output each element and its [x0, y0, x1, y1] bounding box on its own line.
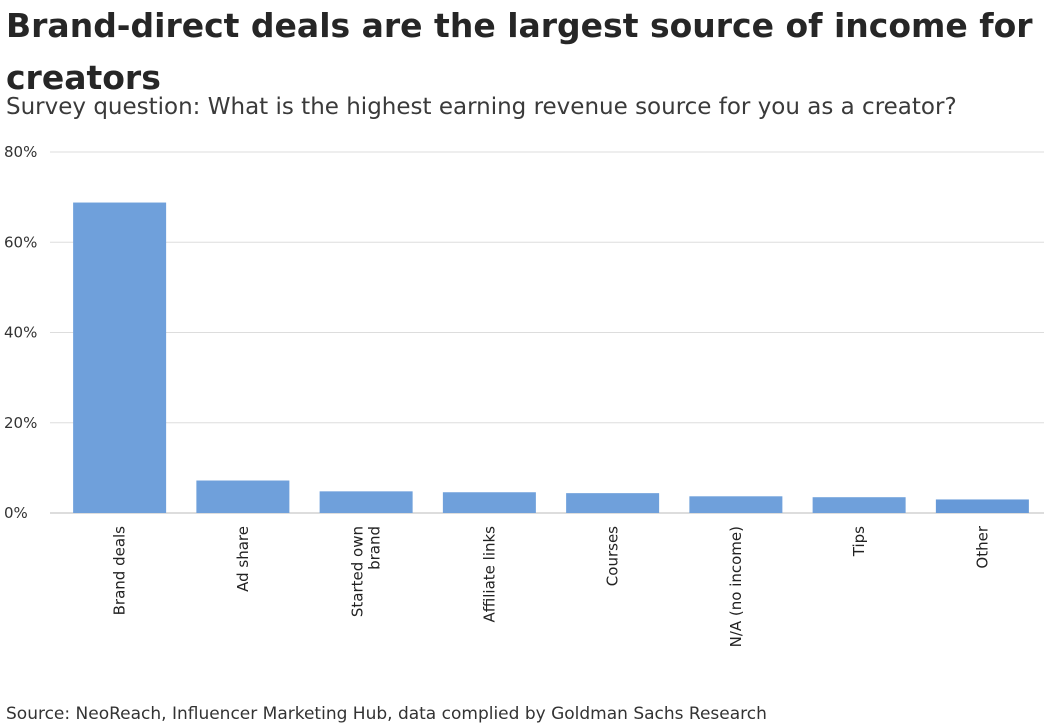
bar [566, 493, 660, 513]
bar [319, 491, 413, 513]
y-tick-label: 20% [4, 414, 37, 432]
x-tick-label: Started own brand [349, 526, 384, 617]
x-tick-label: Other [973, 525, 991, 568]
x-tick-label: Tips [850, 526, 868, 557]
x-tick-label-line: N/A (no income) [727, 526, 745, 647]
x-tick-label-line: Other [973, 525, 991, 568]
x-tick-label: Affiliate links [480, 526, 498, 623]
x-axis-labels: Brand deals Ad share Started own brand Affil… [111, 525, 992, 647]
x-tick-label-line: Courses [604, 526, 622, 586]
y-tick-label: 80% [4, 143, 37, 161]
x-tick-label-line: Brand deals [111, 526, 129, 616]
x-tick-label-line: Tips [850, 526, 868, 557]
bar [689, 496, 783, 513]
chart-title-line-1: Brand-direct deals are the largest sourc… [6, 6, 1033, 45]
bar [73, 202, 167, 514]
y-tick-label: 40% [4, 324, 37, 342]
x-tick-label: Brand deals [111, 526, 129, 616]
bars [73, 202, 1029, 514]
chart-subtitle: Survey question: What is the highest ear… [6, 94, 957, 120]
bar [196, 480, 290, 513]
x-tick-label: N/A (no income) [727, 526, 745, 647]
gridlines [50, 151, 1044, 514]
bar [935, 499, 1029, 513]
y-tick-label: 60% [4, 233, 37, 251]
x-tick-label: Courses [604, 526, 622, 586]
x-tick-label-line: Started own [349, 526, 367, 617]
y-axis-ticks: 0% 20% 40% 60% 80% [4, 143, 37, 522]
y-tick-label: 0% [4, 504, 28, 522]
x-tick-label-line: Ad share [234, 526, 252, 592]
chart-title-line-2: creators [6, 58, 161, 97]
bar [812, 497, 906, 513]
bar-chart: 0% 20% 40% 60% 80% Brand deals Ad share Starte… [4, 143, 1044, 647]
source-note: Source: NeoReach, Influencer Marketing H… [6, 704, 767, 724]
chart-title: Brand-direct deals are the largest sourc… [6, 0, 1036, 104]
x-tick-label-line: brand [366, 526, 384, 570]
x-tick-label: Ad share [234, 526, 252, 592]
bar [442, 492, 536, 513]
x-tick-label-line: Affiliate links [480, 526, 498, 623]
